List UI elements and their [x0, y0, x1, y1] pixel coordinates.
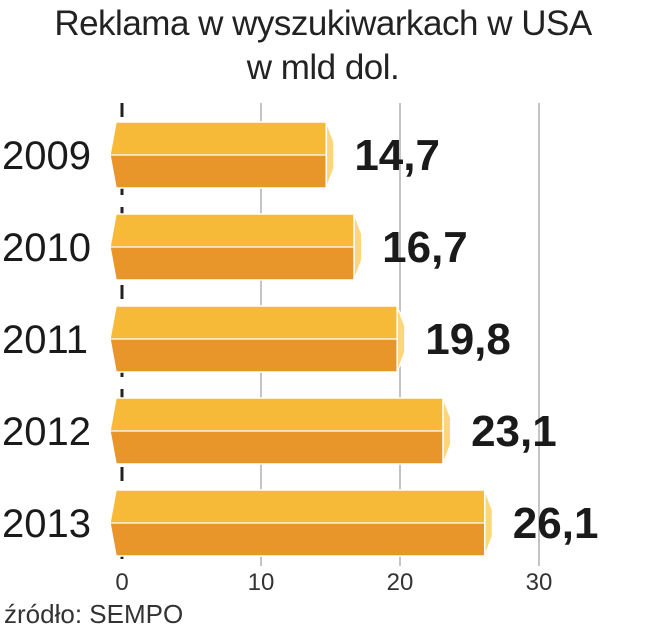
bar-end-cap [326, 122, 334, 188]
value-label-2009: 14,7 [354, 131, 440, 180]
value-label-2013: 26,1 [513, 499, 599, 548]
bar-bottom-face [110, 155, 326, 188]
value-label-2010: 16,7 [382, 223, 468, 272]
bar-top-face [110, 122, 326, 155]
value-label-2012: 23,1 [471, 407, 557, 456]
bar-bottom-face [110, 339, 397, 372]
bar-top-face [110, 306, 397, 339]
source-note: źródło: SEMPO [4, 598, 183, 630]
bar-2013 [110, 490, 492, 556]
category-label-2013: 2013 [2, 502, 91, 546]
bar-2009 [110, 122, 334, 188]
category-label-2010: 2010 [2, 226, 91, 270]
bar-end-cap [443, 398, 451, 464]
category-label-2011: 2011 [2, 318, 88, 362]
category-label-2012: 2012 [2, 410, 91, 454]
bar-top-face [110, 214, 354, 247]
x-axis-ticks: 0 10 20 30 [115, 569, 552, 596]
bar-end-cap [485, 490, 493, 556]
category-label-2009: 2009 [2, 134, 91, 178]
bar-end-cap [354, 214, 362, 280]
bar-2012 [110, 398, 451, 464]
bar-2011 [110, 306, 405, 372]
bar-end-cap [397, 306, 405, 372]
x-tick-label-30: 30 [526, 569, 553, 596]
value-label-2011: 19,8 [425, 315, 511, 364]
x-tick-label-0: 0 [115, 569, 128, 596]
x-tick-label-10: 10 [248, 569, 275, 596]
x-tick-label-20: 20 [387, 569, 414, 596]
bar-top-face [110, 490, 485, 523]
bar-2010 [110, 214, 362, 280]
bar-top-face [110, 398, 443, 431]
bar-bottom-face [110, 431, 443, 464]
bar-bottom-face [110, 247, 354, 280]
bar-bottom-face [110, 523, 485, 556]
